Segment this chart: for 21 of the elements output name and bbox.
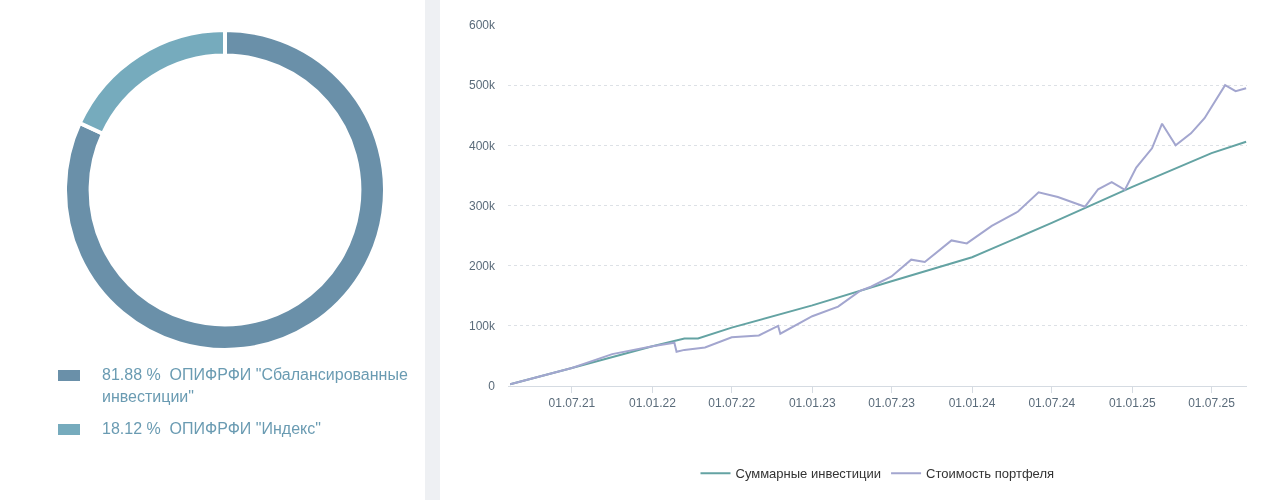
legend-label: 81.88 % ОПИФРФИ "Сбалансированные инвестиции" [102,365,409,407]
legend-label: Суммарные инвестиции [735,466,882,482]
legend-label: 18.12 % ОПИФРФИ "Индекс" [102,419,321,439]
y-tick-label: 500k [468,78,496,93]
y-tick-label: 0 [488,379,496,394]
x-tick-label: 01.07.22 [708,396,756,411]
x-tick-label: 01.01.22 [629,396,677,411]
x-tick-label: 01.01.23 [788,396,836,411]
y-tick-label: 200k [468,258,496,273]
x-tick-label: 01.01.24 [948,396,996,411]
x-tick-label: 01.01.25 [1108,396,1156,411]
line-series [509,84,1247,386]
x-tick-label: 01.07.24 [1028,396,1076,411]
legend-label: Стоимость портфеля [926,466,1055,482]
y-tick-label: 600k [468,18,496,33]
x-tick-label: 01.07.23 [868,396,916,411]
y-tick-label: 300k [468,198,496,213]
x-tick-label: 01.07.25 [1188,396,1236,411]
y-tick-label: 100k [468,319,496,334]
x-tick-label: 01.07.21 [548,396,596,411]
y-tick-label: 400k [468,138,496,153]
